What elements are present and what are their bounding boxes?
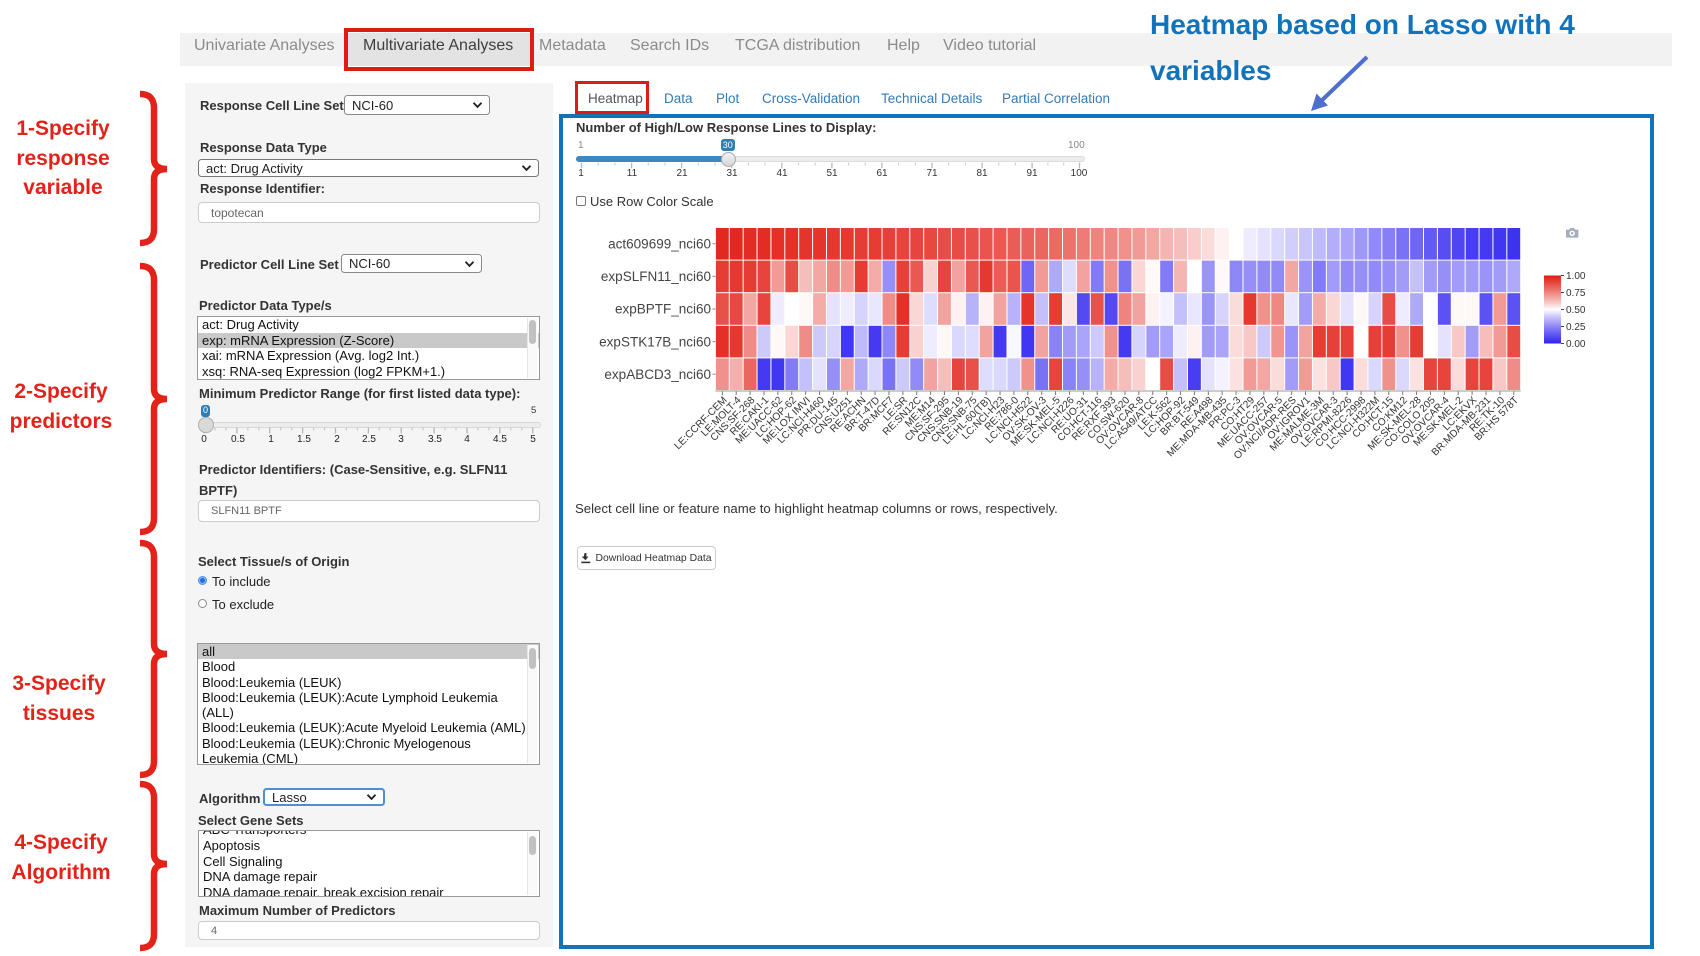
svg-text:0.75: 0.75 bbox=[1566, 288, 1586, 299]
svg-text:1.00: 1.00 bbox=[1566, 271, 1586, 282]
svg-text:0.50: 0.50 bbox=[1566, 305, 1586, 316]
svg-text:expBPTF_nci60: expBPTF_nci60 bbox=[615, 302, 711, 317]
svg-text:0.00: 0.00 bbox=[1566, 339, 1586, 350]
svg-text:act609699_nci60: act609699_nci60 bbox=[608, 237, 711, 252]
svg-text:expSLFN11_nci60: expSLFN11_nci60 bbox=[601, 269, 711, 284]
svg-text:expSTK17B_nci60: expSTK17B_nci60 bbox=[599, 334, 711, 349]
svg-text:expABCD3_nci60: expABCD3_nci60 bbox=[604, 367, 711, 382]
svg-text:0.25: 0.25 bbox=[1566, 322, 1586, 333]
